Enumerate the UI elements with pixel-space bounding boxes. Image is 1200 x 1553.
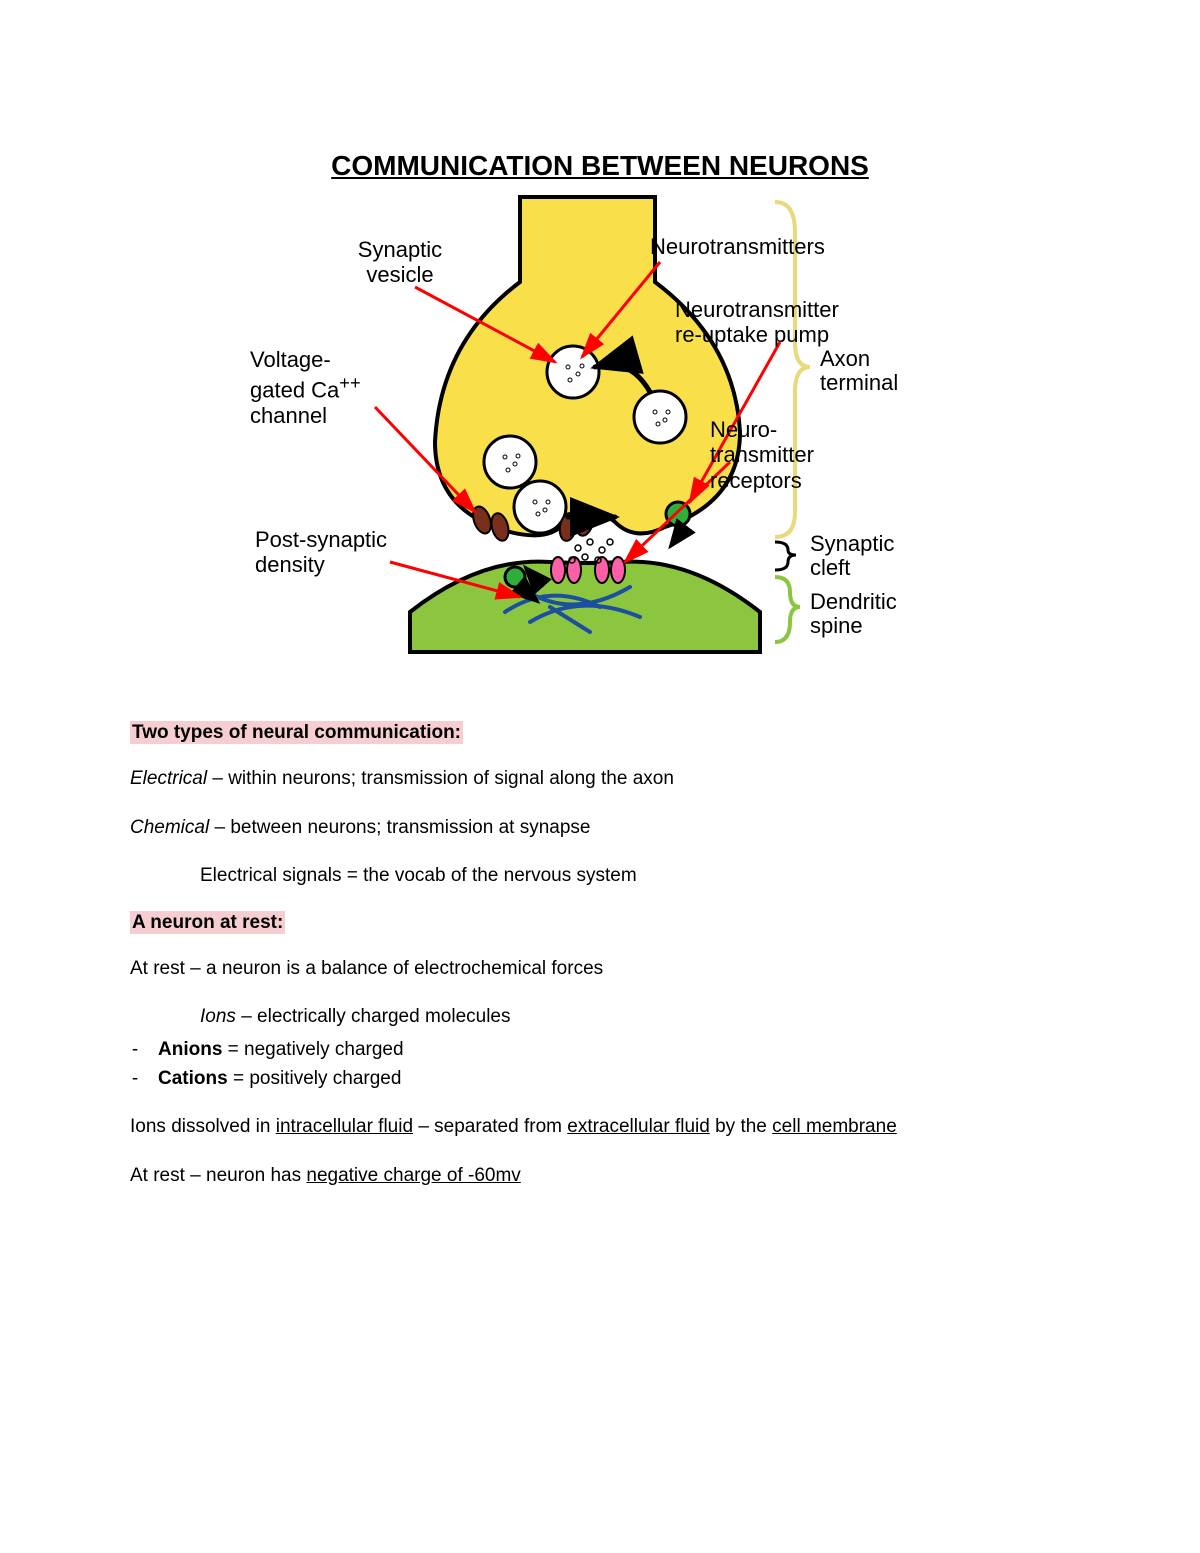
label-receptors: Neuro-transmitterreceptors — [710, 417, 814, 493]
heading-at-rest: A neuron at rest: — [130, 911, 285, 934]
label-reuptake: Neurotransmitterre-uptake pump — [675, 297, 839, 348]
label-voltage-gated: Voltage-gated Ca++channel — [250, 347, 390, 428]
line-vocab: Electrical signals = the vocab of the ne… — [200, 863, 1070, 890]
label-neurotransmitters: Neurotransmitters — [650, 234, 825, 259]
label-synaptic-vesicle: Synaptic vesicle — [340, 237, 460, 288]
line-rest-balance: At rest – a neuron is a balance of elect… — [130, 956, 1070, 983]
line-chemical: Chemical – between neurons; transmission… — [130, 815, 1070, 842]
label-dendritic-spine: Dendriticspine — [810, 590, 897, 638]
bullet-cations: - Cations = positively charged — [130, 1066, 1070, 1093]
section-neuron-rest: A neuron at rest: At rest – a neuron is … — [130, 912, 1070, 1190]
page-title: COMMUNICATION BETWEEN NEURONS — [130, 150, 1070, 182]
synapse-diagram: Synaptic vesicle Neurotransmitters Volta… — [220, 192, 980, 662]
section-two-types: Two types of neural communication: Elect… — [130, 722, 1070, 890]
line-dissolved: Ions dissolved in intracellular fluid – … — [130, 1114, 1070, 1141]
label-synaptic-cleft: Synapticcleft — [810, 532, 894, 580]
line-charge: At rest – neuron has negative charge of … — [130, 1163, 1070, 1190]
line-ions: Ions – electrically charged molecules — [200, 1004, 1070, 1031]
heading-two-types: Two types of neural communication: — [130, 721, 463, 744]
label-axon-terminal: Axonterminal — [820, 347, 898, 395]
line-electrical: Electrical – within neurons; transmissio… — [130, 766, 1070, 793]
bullet-anions: - Anions = negatively charged — [130, 1037, 1070, 1064]
label-post-density: Post-synapticdensity — [255, 527, 387, 578]
